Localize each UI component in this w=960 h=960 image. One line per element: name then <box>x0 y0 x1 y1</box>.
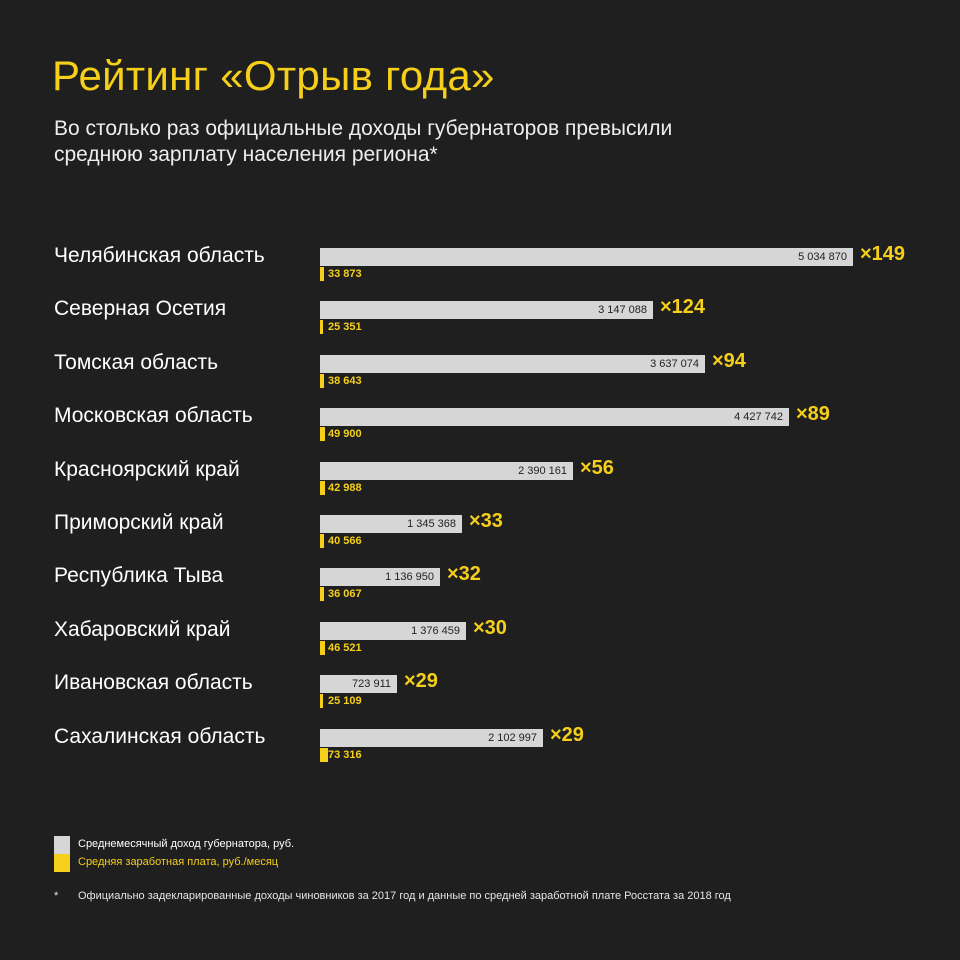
salary-label: 40 566 <box>328 535 362 547</box>
chart-row: Ивановская область 723 911 ×29 25 109 <box>0 665 960 709</box>
salary-label: 33 873 <box>328 268 362 280</box>
category-label: Томская область <box>54 350 219 374</box>
governor-income-label: 1 345 368 <box>407 518 456 530</box>
governor-income-bar: 1 376 459 <box>320 621 466 640</box>
category-label: Московская область <box>54 404 253 428</box>
governor-income-bar: 4 427 742 <box>320 408 789 427</box>
salary-bar <box>320 320 323 335</box>
governor-income-label: 2 390 161 <box>518 464 567 477</box>
governor-income-label: 723 911 <box>352 678 391 691</box>
ratio-label: ×149 <box>860 243 906 265</box>
salary-bar <box>320 694 323 709</box>
legend-label-governor: Среднемесячный доход губернатора, руб. <box>78 838 295 850</box>
ratio-label: ×56 <box>580 456 614 479</box>
chart-title: Рейтинг «Отрыв года» <box>52 52 495 99</box>
category-label: Республика Тыва <box>54 564 224 588</box>
category-label: Красноярский край <box>54 457 240 481</box>
category-label: Сахалинская область <box>54 724 266 748</box>
salary-bar <box>320 480 325 495</box>
legend-label-salary: Средняя заработная плата, руб./месяц <box>78 856 279 868</box>
ratio-label: ×89 <box>796 403 830 426</box>
salary-bar <box>320 267 324 281</box>
salary-label: 25 351 <box>328 321 362 334</box>
governor-income-bar: 1 345 368 <box>320 515 462 533</box>
salary-label: 38 643 <box>328 374 362 387</box>
legend-swatch-salary <box>54 854 70 872</box>
chart-row: Московская область 4 427 742 ×89 49 900 <box>0 398 960 442</box>
chart-subtitle: Во столько раз официальные доходы губерн… <box>54 117 673 166</box>
salary-bar <box>320 534 324 548</box>
category-label: Челябинская область <box>54 244 265 267</box>
category-label: Хабаровский край <box>54 617 231 641</box>
ratio-label: ×32 <box>447 563 481 586</box>
chart-row: Красноярский край 2 390 161 ×56 42 988 <box>0 452 960 495</box>
salary-bar <box>320 373 324 388</box>
salary-label: 46 521 <box>328 641 362 654</box>
salary-label: 73 316 <box>328 748 362 761</box>
chart-row: Северная Осетия 3 147 088 ×124 25 351 <box>0 291 960 335</box>
governor-income-label: 3 147 088 <box>598 304 647 317</box>
salary-label: 25 109 <box>328 695 362 708</box>
salary-bar <box>320 427 325 442</box>
governor-income-label: 3 637 074 <box>650 357 699 370</box>
chart-row: Республика Тыва 1 136 950 ×32 36 067 <box>0 558 960 602</box>
governor-income-bar: 2 390 161 <box>320 461 573 480</box>
ratio-label: ×29 <box>550 723 584 746</box>
chart-row: Хабаровский край 1 376 459 ×30 46 521 <box>0 612 960 655</box>
category-label: Приморский край <box>54 511 224 534</box>
governor-income-label: 4 427 742 <box>734 411 783 424</box>
salary-label: 36 067 <box>328 588 362 601</box>
chart-row: Сахалинская область 2 102 997 ×29 73 316 <box>0 719 960 762</box>
category-label: Ивановская область <box>54 671 253 695</box>
ratio-label: ×124 <box>660 296 706 319</box>
chart-row: Челябинская область 5 034 870 ×149 33 873 <box>0 238 960 281</box>
governor-income-bar: 3 637 074 <box>320 354 705 373</box>
salary-bar <box>320 747 328 762</box>
governor-income-label: 1 376 459 <box>411 624 460 637</box>
governor-income-bar: 3 147 088 <box>320 301 653 320</box>
ratio-label: ×94 <box>712 349 746 372</box>
governor-income-bar: 5 034 870 <box>320 248 853 266</box>
governor-income-bar: 723 911 <box>320 675 397 694</box>
governor-income-bar: 2 102 997 <box>320 728 543 747</box>
salary-bar <box>320 640 325 655</box>
chart-row: Томская область 3 637 074 ×94 38 643 <box>0 345 960 388</box>
bar-chart: Челябинская область 5 034 870 ×149 33 873 Се… <box>0 238 960 778</box>
legend-swatch-governor <box>54 836 70 854</box>
salary-label: 42 988 <box>328 481 362 494</box>
ratio-label: ×33 <box>469 510 503 532</box>
ratio-label: ×30 <box>473 616 507 639</box>
footnote-mark: * <box>54 890 59 902</box>
chart-row: Приморский край 1 345 368 ×33 40 566 <box>0 505 960 548</box>
salary-bar <box>320 587 324 602</box>
governor-income-label: 5 034 870 <box>798 251 847 263</box>
governor-income-bar: 1 136 950 <box>320 568 440 587</box>
ratio-label: ×29 <box>404 670 438 693</box>
footnote-text: Официально задекларированные доходы чино… <box>78 890 731 902</box>
governor-income-label: 2 102 997 <box>488 731 537 744</box>
category-label: Северная Осетия <box>54 297 227 321</box>
salary-label: 49 900 <box>328 428 362 441</box>
governor-income-label: 1 136 950 <box>385 571 434 584</box>
